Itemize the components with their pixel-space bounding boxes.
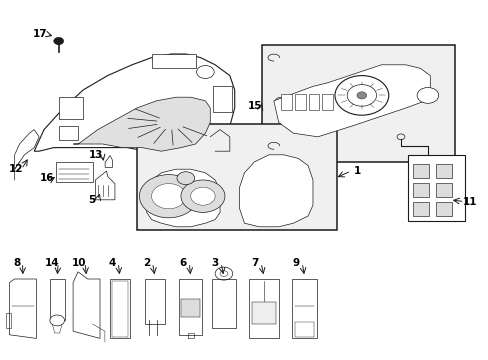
Bar: [292, 279, 316, 338]
Polygon shape: [51, 320, 63, 333]
Text: 8: 8: [13, 258, 20, 268]
Text: 14: 14: [45, 258, 60, 268]
Bar: [112, 281, 127, 337]
Polygon shape: [146, 169, 220, 227]
Bar: [435, 202, 451, 216]
Circle shape: [177, 172, 194, 185]
Polygon shape: [34, 54, 234, 155]
Bar: [179, 279, 202, 335]
Bar: [59, 97, 83, 119]
Ellipse shape: [50, 315, 64, 326]
Polygon shape: [10, 279, 36, 338]
Text: 4: 4: [108, 258, 116, 268]
Circle shape: [346, 85, 376, 106]
Bar: [412, 164, 428, 178]
Bar: [137, 124, 337, 230]
Polygon shape: [95, 171, 115, 200]
Bar: [412, 183, 428, 197]
Bar: [308, 94, 319, 110]
Bar: [412, 202, 428, 216]
Bar: [281, 94, 291, 110]
Text: 10: 10: [72, 258, 86, 268]
Text: 16: 16: [40, 173, 55, 183]
Bar: [407, 155, 464, 221]
Bar: [294, 322, 314, 337]
Bar: [261, 45, 454, 162]
Bar: [322, 94, 332, 110]
Text: 17: 17: [33, 29, 48, 39]
Bar: [435, 164, 451, 178]
Bar: [249, 279, 278, 338]
Bar: [56, 162, 93, 182]
Text: 9: 9: [292, 258, 299, 268]
Bar: [50, 279, 64, 320]
Bar: [181, 299, 200, 317]
Bar: [212, 86, 232, 112]
Bar: [59, 126, 78, 140]
Text: 1: 1: [353, 166, 360, 176]
Polygon shape: [105, 156, 112, 167]
Circle shape: [190, 187, 215, 205]
Bar: [109, 279, 130, 338]
Circle shape: [151, 184, 185, 209]
Circle shape: [416, 87, 438, 103]
Text: 6: 6: [180, 258, 186, 268]
Bar: [435, 183, 451, 197]
Bar: [294, 94, 305, 110]
Bar: [251, 302, 276, 324]
Circle shape: [356, 92, 366, 99]
Text: 12: 12: [8, 164, 23, 174]
Circle shape: [139, 175, 198, 218]
Bar: [151, 54, 195, 68]
Text: 2: 2: [143, 258, 150, 268]
Circle shape: [181, 180, 224, 212]
Text: 3: 3: [211, 258, 218, 268]
Circle shape: [334, 76, 388, 115]
Polygon shape: [73, 97, 210, 151]
Text: 15: 15: [247, 101, 262, 111]
Text: 11: 11: [462, 197, 477, 207]
Polygon shape: [239, 155, 312, 227]
Polygon shape: [73, 272, 100, 338]
Bar: [144, 279, 165, 324]
Bar: [211, 279, 236, 328]
Text: 7: 7: [251, 258, 259, 268]
Circle shape: [54, 37, 63, 45]
Bar: [6, 313, 10, 328]
Polygon shape: [273, 65, 429, 137]
Text: 13: 13: [89, 150, 103, 160]
Text: 5: 5: [88, 195, 95, 205]
